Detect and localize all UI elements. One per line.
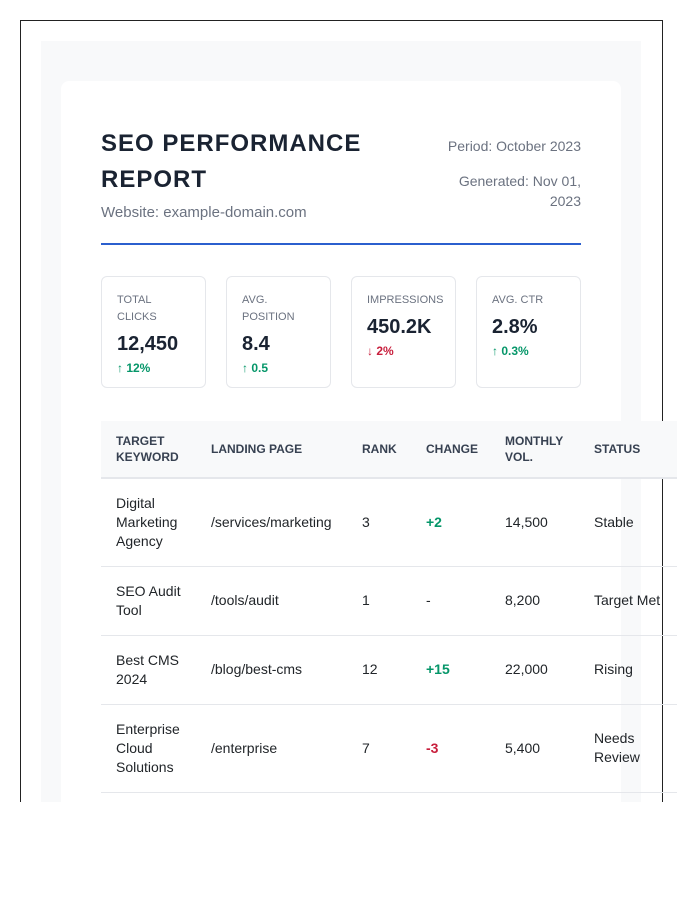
report-content: SEO PERFORMANCE REPORT Website: example-… (101, 121, 581, 388)
metric-label: AVG. CTR (492, 294, 544, 306)
frame-border-left (20, 20, 21, 802)
metric-card-total-clicks: TOTAL CLICKS 12,450 ↑ 12% (101, 276, 206, 388)
status-cell: Stable (579, 478, 677, 567)
table-row: Enterprise Cloud Solutions /enterprise 7… (101, 704, 677, 793)
status-cell: Target Met (579, 566, 677, 636)
metric-card-avg-ctr: AVG. CTR 2.8% ↑ 0.3% (476, 276, 581, 388)
metric-change-up: ↑ 12% (117, 361, 151, 375)
table-row: Best CMS 2024 /blog/best-cms 12 +15 22,0… (101, 635, 677, 705)
metric-value: 2.8% (492, 316, 538, 338)
metric-label: IMPRESSIONS (367, 294, 444, 306)
column-header-rank: RANK (347, 421, 411, 479)
title-block: SEO PERFORMANCE REPORT Website: example-… (101, 121, 381, 224)
status-cell: Rising (579, 635, 677, 705)
change-cell: -3 (411, 704, 490, 793)
metrics-row: TOTAL CLICKS 12,450 ↑ 12% AVG. POSITION … (101, 276, 581, 388)
column-header-landing-page: LANDING PAGE (196, 421, 347, 479)
column-header-monthly-volume: MONTHLY VOL. (490, 421, 579, 479)
column-header-status: STATUS (579, 421, 677, 479)
landing-page-cell: /services/marketing (196, 478, 347, 567)
metric-label: TOTAL CLICKS (117, 294, 157, 323)
change-cell: - (411, 566, 490, 636)
frame-border-right (662, 20, 663, 802)
landing-page-cell: /tools/audit (196, 566, 347, 636)
metric-label: AVG. POSITION (242, 294, 295, 323)
volume-cell: 14,500 (490, 478, 579, 567)
table-row: Digital Marketing Agency /services/marke… (101, 478, 677, 567)
rank-cell: 7 (347, 704, 411, 793)
website-label: Website: example-domain.com (101, 204, 307, 221)
report-meta: Period: October 2023 Generated: Nov 01, … (441, 136, 581, 211)
report-header: SEO PERFORMANCE REPORT Website: example-… (101, 121, 581, 245)
metric-change-down: ↓ 2% (367, 344, 394, 358)
keyword-cell: SEO Audit Tool (101, 566, 196, 636)
volume-cell: 22,000 (490, 635, 579, 705)
report-viewport: SEO PERFORMANCE REPORT Website: example-… (20, 20, 677, 802)
landing-page-cell: /blog/best-cms (196, 635, 347, 705)
rank-cell: 12 (347, 635, 411, 705)
frame-border-top (20, 20, 663, 21)
metric-change-up: ↑ 0.3% (492, 344, 529, 358)
volume-cell: 8,200 (490, 566, 579, 636)
page-title: SEO PERFORMANCE REPORT (101, 130, 362, 193)
keyword-cell: Best CMS 2024 (101, 635, 196, 705)
keyword-table-container: TARGET KEYWORD LANDING PAGE RANK CHANGE … (101, 421, 677, 793)
landing-page-cell: /enterprise (196, 704, 347, 793)
column-header-change: CHANGE (411, 421, 490, 479)
change-cell: +15 (411, 635, 490, 705)
status-cell: Needs Review (579, 704, 677, 793)
metric-change-up: ↑ 0.5 (242, 361, 269, 375)
keyword-cell: Digital Marketing Agency (101, 478, 196, 567)
change-cell: +2 (411, 478, 490, 567)
volume-cell: 5,400 (490, 704, 579, 793)
period-label: Period: October 2023 (447, 138, 581, 154)
table-row: SEO Audit Tool /tools/audit 1 - 8,200 Ta… (101, 566, 677, 636)
keyword-table: TARGET KEYWORD LANDING PAGE RANK CHANGE … (101, 421, 677, 793)
metric-value: 12,450 (117, 333, 179, 355)
rank-cell: 3 (347, 478, 411, 567)
rank-cell: 1 (347, 566, 411, 636)
metric-value: 450.2K (367, 316, 432, 338)
metric-card-impressions: IMPRESSIONS 450.2K ↓ 2% (351, 276, 456, 388)
generated-date: Generated: Nov 01, 2023 (458, 173, 581, 209)
metric-value: 8.4 (242, 333, 270, 355)
keyword-cell: Enterprise Cloud Solutions (101, 704, 196, 793)
metric-card-avg-position: AVG. POSITION 8.4 ↑ 0.5 (226, 276, 331, 388)
column-header-keyword: TARGET KEYWORD (101, 421, 196, 479)
table-header-row: TARGET KEYWORD LANDING PAGE RANK CHANGE … (101, 421, 677, 479)
